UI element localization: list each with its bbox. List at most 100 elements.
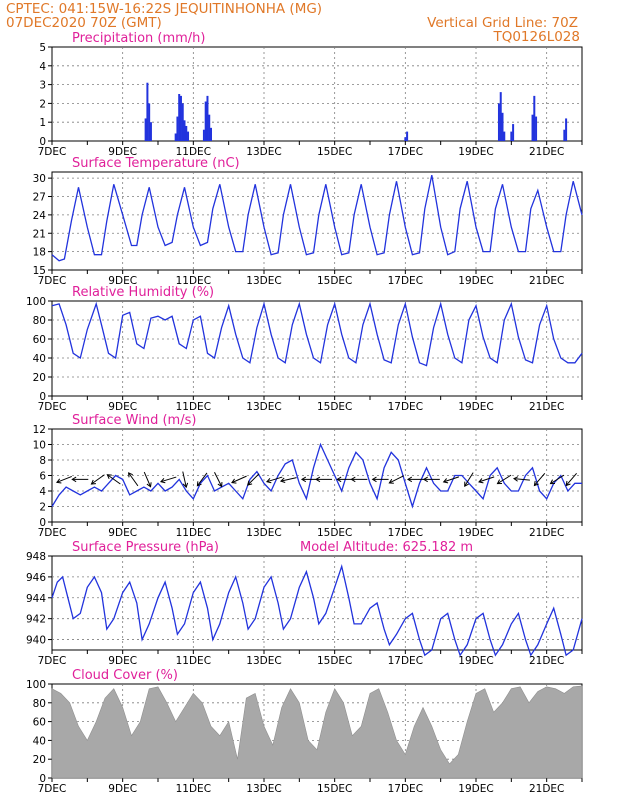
precip-bar — [202, 129, 205, 141]
temp-xtick-label: 9DEC — [108, 275, 137, 287]
cloud-xtick-label: 15DEC — [317, 783, 352, 795]
cloud-xtick-label: 11DEC — [176, 783, 211, 795]
wind-ytick-label: 4 — [39, 486, 46, 498]
wind-arrow-head — [315, 476, 321, 483]
precip-ytick-label: 3 — [39, 80, 46, 92]
precip-ytick-label: 5 — [39, 42, 46, 54]
precip-ytick-label: 0 — [39, 136, 46, 148]
precip-bar — [206, 95, 209, 141]
precip-bar — [208, 114, 211, 141]
press-xtick-label: 9DEC — [108, 655, 137, 667]
precip-bar — [144, 118, 147, 141]
press-ytick-label: 940 — [26, 635, 46, 647]
precip-xtick-label: 19DEC — [458, 146, 493, 158]
cloud-title: Cloud Cover (%) — [72, 668, 178, 683]
wind-arrow-head — [549, 479, 555, 485]
cloud-xtick-label: 13DEC — [246, 783, 281, 795]
press-xtick-label: 17DEC — [388, 655, 423, 667]
precip-bar — [510, 131, 513, 141]
press-ytick-label: 942 — [26, 614, 46, 626]
wind-arrow-head — [56, 478, 62, 484]
wind-arrow-head — [196, 481, 202, 487]
wind-arrow — [182, 471, 187, 488]
wind-arrow — [513, 478, 530, 481]
run-date: 07DEC2020 70Z (GMT) — [6, 15, 162, 31]
cloud-panel: 0 20 40 60 80 100 7DEC 9DEC 11DEC 13DEC 15DEC 17DEC… — [26, 668, 583, 795]
rh-xtick-label: 21DEC — [529, 401, 564, 413]
wind-arrow-head — [512, 476, 519, 482]
wind-arrow — [534, 472, 546, 486]
cloud-ytick-label: 0 — [39, 773, 46, 785]
wind-panel: 0 2 4 6 8 10 12 7DEC 9DEC 11DEC 13DEC 15DEC 17DEC 19D… — [33, 413, 583, 539]
wind-arrow — [143, 471, 152, 487]
temp-ytick-label: 24 — [33, 210, 47, 222]
wind-arrow — [266, 476, 283, 483]
wind-arrow — [464, 472, 474, 487]
wind-xtick-label: 13DEC — [246, 527, 281, 539]
precip-bar — [176, 116, 179, 141]
wind-ytick-label: 0 — [39, 517, 46, 529]
wind-ytick-label: 12 — [33, 424, 46, 436]
rh-panel: 0 20 40 60 80 100 7DEC 9DEC 11DEC 13DEC 15DEC 17DEC… — [26, 285, 583, 413]
wind-arrow-head — [247, 480, 253, 486]
cloud-ytick-label: 80 — [33, 698, 46, 710]
wind-arrow — [128, 472, 139, 487]
precip-bar — [204, 101, 207, 141]
wind-series-line — [51, 442, 582, 509]
wind-xtick-label: 21DEC — [529, 527, 564, 539]
press-xtick-label: 11DEC — [176, 655, 211, 667]
wind-arrow — [107, 474, 121, 485]
precip-bar — [174, 133, 177, 141]
wind-arrow — [91, 474, 105, 485]
precip-xtick-label: 15DEC — [317, 146, 352, 158]
grid-note: Vertical Grid Line: 70Z — [427, 15, 578, 31]
station-header: CPTEC: 041:15W-16:22S JEQUITINHONHA (MG) — [6, 1, 322, 17]
wind-ytick-label: 2 — [39, 502, 46, 514]
wind-xtick-label: 11DEC — [176, 527, 211, 539]
wind-arrow-head — [442, 478, 449, 484]
wind-arrow-head — [106, 474, 112, 480]
precip-xtick-label: 17DEC — [388, 146, 423, 158]
wind-arrow-head — [464, 481, 469, 487]
wind-arrow — [389, 475, 404, 484]
precip-xtick-label: 11DEC — [176, 146, 211, 158]
precip-bar — [503, 131, 506, 141]
wind-arrow — [550, 474, 565, 485]
wind-xtick-label: 17DEC — [388, 527, 423, 539]
wind-arrow — [247, 473, 260, 486]
press-series-line — [51, 563, 583, 657]
wind-arrow — [56, 475, 72, 483]
wind-arrow-head — [300, 476, 307, 483]
rh-title: Relative Humidity (%) — [72, 285, 214, 300]
wind-arrow-head — [90, 479, 96, 485]
rh-ytick-label: 60 — [33, 334, 46, 346]
temp-xtick-label: 17DEC — [388, 275, 423, 287]
wind-arrow — [231, 475, 247, 484]
press-ytick-label: 948 — [26, 551, 46, 563]
press-panel: 940 942 944 946 948 7DEC 9DEC 11DEC 13DEC 15DEC 17… — [26, 540, 583, 667]
temp-ytick-label: 21 — [33, 228, 46, 240]
press-xtick-label: 7DEC — [38, 655, 67, 667]
precip-bar — [512, 124, 515, 141]
precip-bar — [501, 112, 504, 141]
rh-ytick-label: 100 — [26, 296, 46, 308]
rh-series-line — [51, 301, 583, 367]
wind-arrow-head — [336, 476, 342, 483]
wind-arrow-head — [71, 476, 77, 483]
wind-arrow-head — [371, 476, 377, 483]
precip-bar — [406, 131, 409, 141]
cloud-ytick-label: 100 — [26, 679, 46, 691]
precip-bar — [187, 131, 190, 141]
temp-xtick-label: 7DEC — [38, 275, 67, 287]
temp-ytick-label: 18 — [33, 247, 46, 259]
press-ytick-label: 944 — [26, 593, 46, 605]
wind-arrow — [280, 477, 297, 482]
wind-ytick-label: 10 — [33, 440, 46, 452]
precip-bar — [535, 116, 538, 141]
temp-title: Surface Temperature (nC) — [72, 156, 240, 171]
cloud-xtick-label: 17DEC — [388, 783, 423, 795]
wind-arrow-head — [146, 482, 152, 488]
rh-xtick-label: 19DEC — [458, 401, 493, 413]
rh-frame — [51, 300, 583, 397]
